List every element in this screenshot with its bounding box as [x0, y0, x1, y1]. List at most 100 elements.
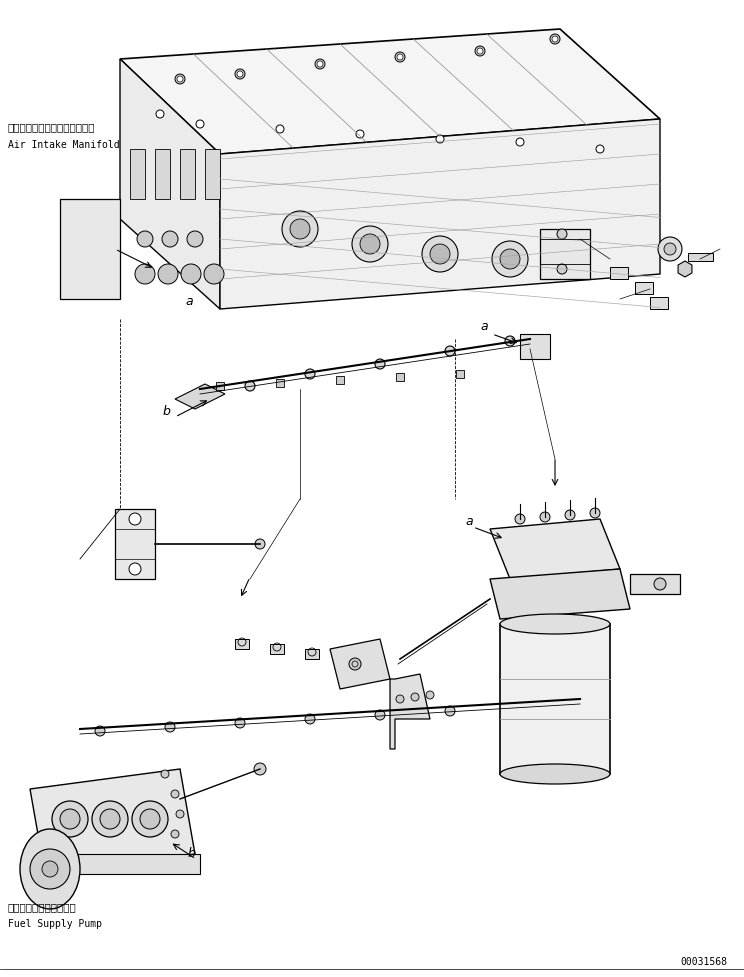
Polygon shape: [490, 570, 630, 619]
Polygon shape: [120, 30, 660, 154]
Circle shape: [492, 241, 528, 277]
Circle shape: [95, 726, 105, 737]
Circle shape: [135, 265, 155, 284]
Circle shape: [356, 131, 364, 139]
Circle shape: [375, 360, 385, 369]
Circle shape: [282, 212, 318, 248]
Circle shape: [315, 60, 325, 70]
Circle shape: [161, 770, 169, 779]
Polygon shape: [60, 199, 120, 300]
Bar: [155, 149, 170, 199]
Bar: [216, 383, 224, 391]
Circle shape: [516, 139, 524, 147]
Ellipse shape: [20, 829, 80, 909]
Circle shape: [352, 227, 388, 263]
Circle shape: [590, 508, 600, 519]
Polygon shape: [540, 230, 590, 279]
Circle shape: [204, 265, 224, 284]
Circle shape: [42, 861, 58, 877]
Circle shape: [436, 136, 444, 144]
Circle shape: [60, 809, 80, 829]
Text: Air Intake Manifold: Air Intake Manifold: [8, 140, 120, 149]
Circle shape: [129, 564, 141, 575]
Bar: [235, 639, 249, 650]
Circle shape: [171, 790, 179, 798]
Circle shape: [658, 237, 682, 262]
Circle shape: [177, 77, 183, 83]
Circle shape: [445, 706, 455, 716]
Polygon shape: [490, 520, 620, 579]
Circle shape: [92, 801, 128, 837]
Bar: [456, 370, 464, 379]
Circle shape: [550, 35, 560, 45]
Circle shape: [396, 696, 404, 703]
Circle shape: [171, 830, 179, 838]
Bar: [688, 254, 713, 262]
Circle shape: [52, 801, 88, 837]
Circle shape: [445, 347, 455, 357]
Circle shape: [395, 53, 405, 63]
Circle shape: [375, 710, 385, 720]
Circle shape: [475, 47, 485, 57]
Text: エアーインテークマニホールド: エアーインテークマニホールド: [8, 122, 95, 132]
Circle shape: [237, 72, 243, 78]
Circle shape: [100, 809, 120, 829]
Circle shape: [477, 49, 483, 55]
Circle shape: [156, 110, 164, 119]
Circle shape: [196, 121, 204, 129]
Circle shape: [565, 510, 575, 521]
Circle shape: [235, 70, 245, 80]
Circle shape: [181, 265, 201, 284]
Circle shape: [500, 250, 520, 270]
Polygon shape: [220, 120, 660, 310]
Circle shape: [235, 718, 245, 728]
Bar: [520, 335, 550, 360]
Text: 00031568: 00031568: [680, 956, 727, 966]
Circle shape: [175, 75, 185, 85]
Circle shape: [305, 369, 315, 380]
Bar: [500, 624, 610, 774]
Bar: [396, 373, 404, 382]
Text: a: a: [480, 319, 487, 332]
Bar: [130, 149, 145, 199]
Polygon shape: [30, 769, 195, 874]
Circle shape: [255, 539, 265, 549]
Circle shape: [137, 232, 153, 248]
Polygon shape: [115, 509, 155, 579]
Bar: [336, 376, 344, 385]
Circle shape: [129, 514, 141, 526]
Circle shape: [552, 37, 558, 43]
Circle shape: [317, 62, 323, 68]
Circle shape: [276, 126, 284, 134]
Circle shape: [397, 55, 403, 61]
Polygon shape: [175, 385, 225, 409]
Circle shape: [540, 513, 550, 523]
Circle shape: [245, 382, 255, 392]
Circle shape: [430, 245, 450, 265]
Circle shape: [254, 763, 266, 775]
Circle shape: [162, 232, 178, 248]
Circle shape: [30, 849, 70, 889]
Circle shape: [596, 146, 604, 153]
Circle shape: [349, 658, 361, 670]
Circle shape: [411, 694, 419, 701]
Bar: [205, 149, 220, 199]
Circle shape: [158, 265, 178, 284]
Bar: [305, 650, 319, 659]
Bar: [180, 149, 195, 199]
Text: フェエルサプライボンプ: フェエルサプライボンプ: [8, 901, 77, 912]
Bar: [270, 645, 284, 655]
Circle shape: [515, 515, 525, 525]
Circle shape: [165, 722, 175, 732]
Circle shape: [422, 236, 458, 273]
Circle shape: [132, 801, 168, 837]
Circle shape: [360, 234, 380, 255]
Text: Fuel Supply Pump: Fuel Supply Pump: [8, 918, 102, 928]
Circle shape: [140, 809, 160, 829]
Ellipse shape: [500, 615, 610, 634]
Circle shape: [290, 220, 310, 239]
Polygon shape: [678, 262, 692, 277]
Text: b: b: [188, 846, 196, 859]
Bar: [610, 268, 628, 279]
Circle shape: [557, 230, 567, 239]
